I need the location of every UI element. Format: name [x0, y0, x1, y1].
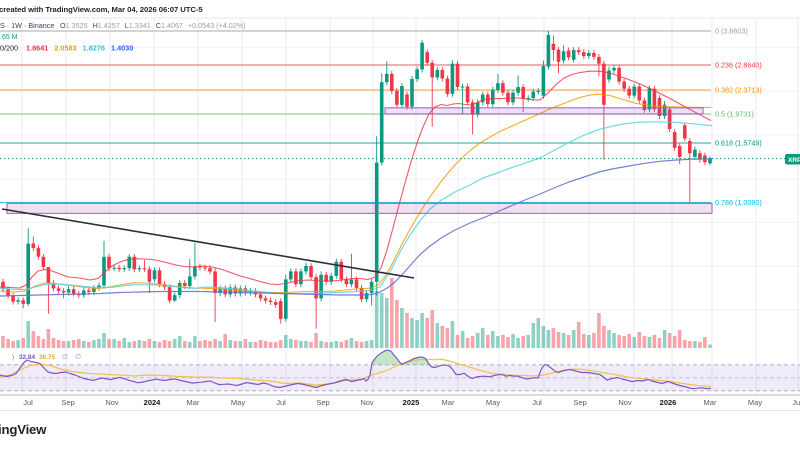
svg-text:Jul: Jul: [532, 398, 542, 407]
svg-text:∅: ∅: [62, 354, 68, 361]
svg-text:Mar: Mar: [442, 398, 455, 407]
svg-text:Nov: Nov: [618, 398, 632, 407]
svg-text:Nov: Nov: [360, 398, 374, 407]
svg-text:0.236 (2.8640): 0.236 (2.8640): [715, 61, 762, 70]
svg-text:.65 M: .65 M: [0, 34, 18, 41]
svg-text:0.5 (1.9731): 0.5 (1.9731): [715, 110, 754, 119]
svg-text:Nov: Nov: [105, 398, 119, 407]
svg-text:Mar: Mar: [704, 398, 717, 407]
svg-text:0.618 (1.5749): 0.618 (1.5749): [715, 139, 762, 148]
svg-text:May: May: [231, 398, 245, 407]
svg-text:Sep: Sep: [61, 398, 74, 407]
svg-text:0.382 (2.3713): 0.382 (2.3713): [715, 86, 762, 95]
svg-text:0.786 (1.0080): 0.786 (1.0080): [715, 198, 762, 207]
svg-text:2025: 2025: [403, 398, 420, 407]
svg-text:0/200: 0/200: [0, 43, 18, 52]
svg-text:32.84: 32.84: [19, 354, 35, 361]
svg-text:): ): [12, 354, 14, 361]
svg-text:created with TradingView.com,: created with TradingView.com, Mar 04, 20…: [0, 5, 203, 14]
svg-text:Sep: Sep: [573, 398, 586, 407]
svg-text:∅: ∅: [75, 354, 81, 361]
svg-text:Jul: Jul: [792, 398, 800, 407]
svg-text:May: May: [486, 398, 500, 407]
svg-text:Jul: Jul: [276, 398, 286, 407]
svg-text:0 (3.6603): 0 (3.6603): [715, 27, 748, 36]
svg-text:Mar: Mar: [187, 398, 200, 407]
svg-text:S · 1W · Binance: S · 1W · Binance: [0, 21, 54, 30]
svg-text:XRP: XRP: [788, 157, 800, 164]
svg-text:2024: 2024: [144, 398, 162, 407]
svg-text:2026: 2026: [660, 398, 677, 407]
svg-text:36.75: 36.75: [39, 354, 55, 361]
svg-text:TradingView: TradingView: [0, 422, 47, 437]
svg-text:May: May: [748, 398, 762, 407]
svg-text:Jul: Jul: [23, 398, 33, 407]
svg-text:Sep: Sep: [316, 398, 329, 407]
